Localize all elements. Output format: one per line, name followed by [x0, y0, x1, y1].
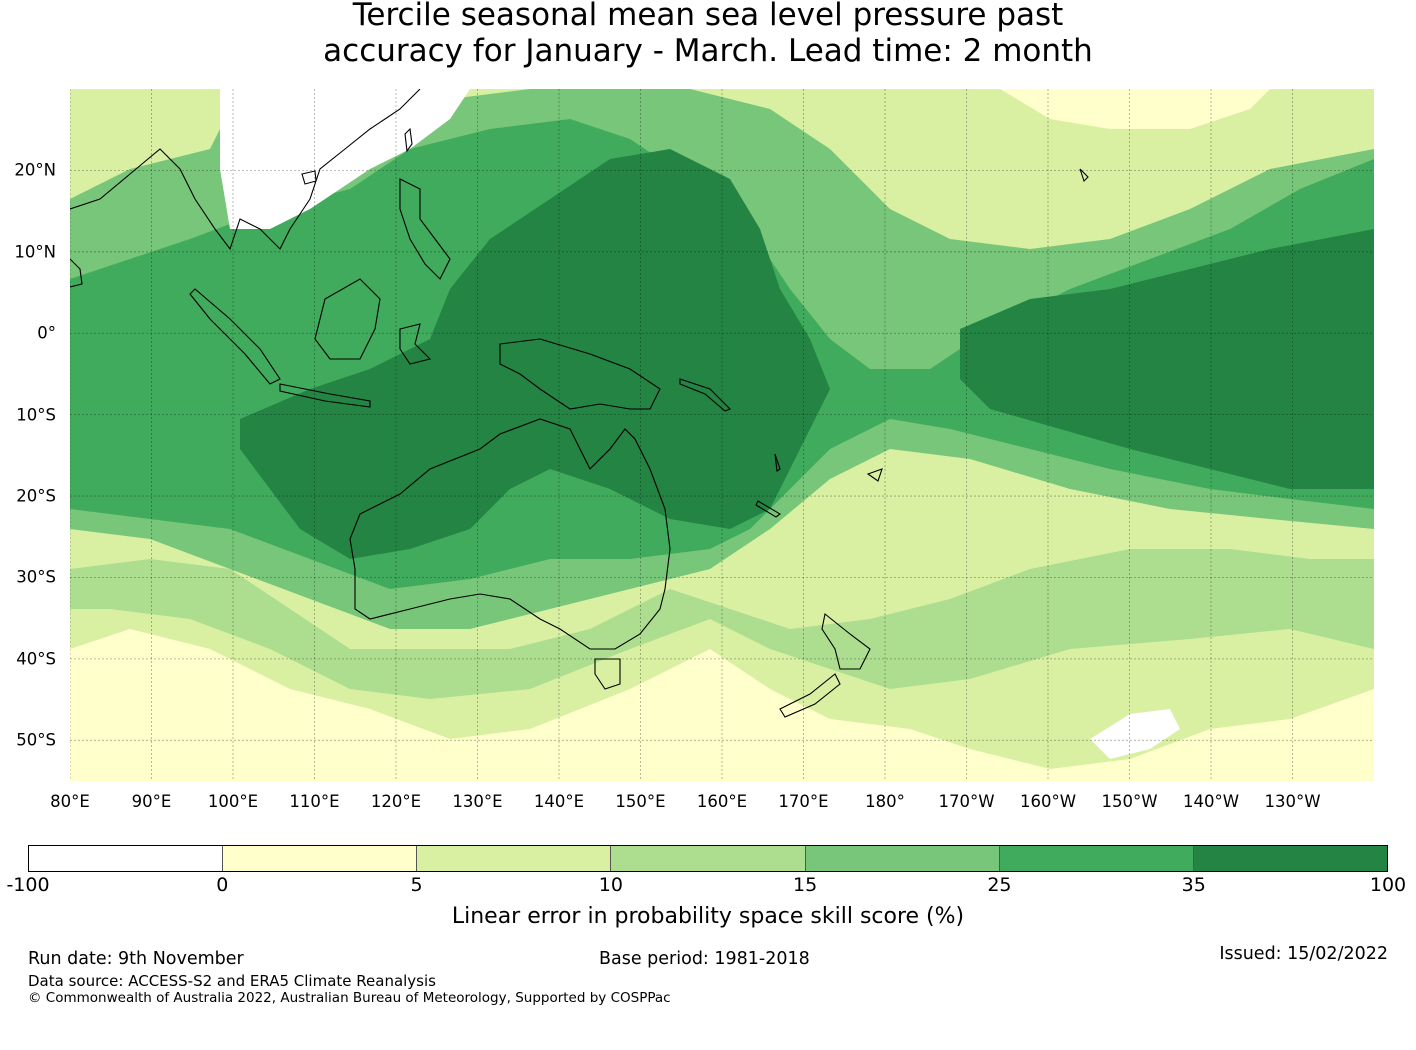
map-canvas	[70, 89, 1374, 781]
longitude-label: 140°W	[1182, 792, 1240, 811]
australia-coastline	[349, 418, 671, 650]
latitude-label: 0°	[37, 323, 56, 343]
longitude-label: 170°W	[938, 792, 995, 811]
colorbar-tick-label: 10	[598, 874, 623, 896]
new-guinea-coastline	[499, 338, 661, 410]
colorbar-segment	[29, 846, 224, 871]
hawaii-coastline	[1079, 168, 1089, 183]
latitude-label: 10°N	[14, 242, 56, 262]
skill-field	[70, 89, 1374, 781]
colorbar-segment	[805, 846, 1000, 871]
skill-band-highest-east	[960, 229, 1374, 489]
new-zealand-south-coastline	[779, 673, 841, 718]
skill-score-map	[70, 89, 1374, 781]
map-title-line-1: Tercile seasonal mean sea level pressure…	[352, 0, 1064, 33]
skill-band-mid	[70, 549, 1374, 699]
sulawesi-coastline	[399, 323, 432, 365]
colorbar-label: Linear error in probability space skill …	[451, 904, 965, 929]
hainan-coastline	[301, 170, 317, 185]
colorbar-tick-label: 25	[987, 874, 1012, 896]
longitude-label: 120°E	[370, 792, 422, 811]
skill-band-low-north	[1000, 89, 1270, 129]
longitude-label: 150°E	[615, 792, 666, 811]
latitude-label: 50°S	[16, 730, 56, 750]
sri-lanka-coastline	[70, 258, 83, 288]
skill-band-highest-west	[240, 149, 830, 559]
java-coastline	[279, 383, 371, 408]
longitude-label: 180°	[865, 792, 905, 811]
latitude-label: 30°S	[16, 567, 56, 587]
copyright: © Commonwealth of Australia 2022, Austra…	[28, 990, 671, 1006]
philippines-coastline	[399, 178, 451, 280]
colorbar-segment	[1193, 846, 1387, 871]
taiwan-coastline	[404, 127, 413, 153]
skill-band-negative	[220, 89, 470, 229]
longitude-label: 80°E	[50, 792, 90, 811]
colorbar-segment	[417, 846, 612, 871]
tasmania-coastline	[594, 658, 621, 690]
colorbar-tick-label: 5	[410, 874, 423, 896]
base-period: Base period: 1981-2018	[599, 949, 810, 969]
colorbar-segment	[223, 846, 418, 871]
data-source: Data source: ACCESS-S2 and ERA5 Climate …	[28, 972, 436, 990]
longitude-label: 110°E	[289, 792, 340, 811]
skill-band-low	[70, 629, 1374, 781]
map-title-line-2: accuracy for January - March. Lead time:…	[323, 33, 1093, 69]
longitude-label: 130°W	[1264, 792, 1321, 811]
latitude-label: 10°S	[16, 405, 56, 425]
longitude-label: 140°E	[533, 792, 585, 811]
skill-band-negative-south	[1090, 709, 1180, 759]
longitude-label: 170°E	[778, 792, 829, 811]
solomon-islands-coastline	[679, 378, 731, 412]
latitude-label: 20°N	[14, 160, 56, 180]
fiji-coastline	[866, 468, 883, 482]
longitude-label: 160°W	[1019, 792, 1077, 811]
colorbar-tick-label: 35	[1181, 874, 1206, 896]
sumatra-coastline	[189, 288, 281, 385]
issued-date: Issued: 15/02/2022	[1219, 944, 1388, 964]
longitude-label: 150°W	[1101, 792, 1158, 811]
longitude-label: 90°E	[131, 792, 172, 811]
run-date: Run date: 9th November	[28, 949, 244, 969]
longitude-label: 160°E	[696, 792, 748, 811]
vanuatu-coastline	[774, 453, 781, 472]
graticule	[70, 89, 1374, 781]
asia-mainland-coastline	[70, 89, 421, 251]
new-caledonia-coastline	[755, 500, 781, 518]
longitude-label: 100°E	[207, 792, 259, 811]
colorbar-tick-label: 100	[1369, 874, 1407, 896]
colorbar-segment	[611, 846, 806, 871]
colorbar-tick-label: 15	[793, 874, 818, 896]
colorbar-tick-label: -100	[6, 874, 50, 896]
colorbar-segment	[999, 846, 1194, 871]
longitude-label: 130°E	[452, 792, 503, 811]
latitude-label: 40°S	[16, 649, 56, 669]
latitude-label: 20°S	[16, 486, 56, 506]
coastlines	[70, 89, 1089, 718]
colorbar-tick-label: 0	[216, 874, 229, 896]
borneo-coastline	[314, 278, 381, 360]
new-zealand-north-coastline	[821, 613, 871, 670]
colorbar	[28, 845, 1388, 872]
